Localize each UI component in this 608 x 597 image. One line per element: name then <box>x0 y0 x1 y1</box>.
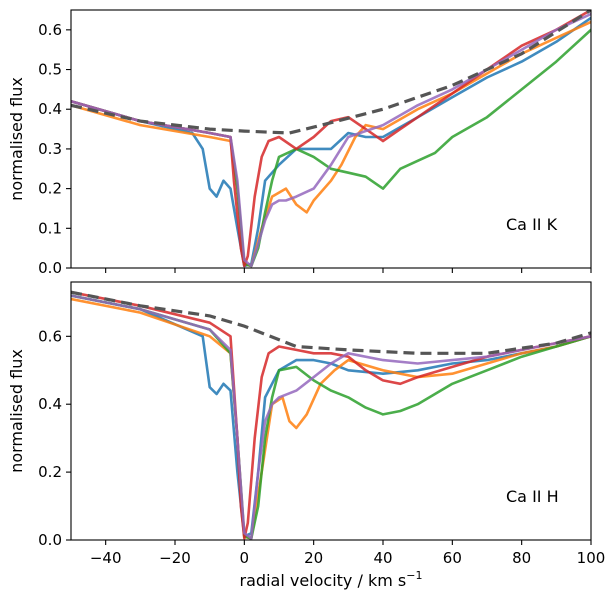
bottom-model-dashed-line <box>71 290 591 355</box>
bottom-ytick-label: 0.6 <box>38 327 62 345</box>
top-plot-area <box>71 10 591 268</box>
top-series-4-line <box>71 10 591 268</box>
bottom-ytick-label: 0.2 <box>38 463 62 481</box>
xlabel-text: radial velocity / km s <box>240 571 407 590</box>
bottom-panel: 0.0 0.2 0.4 0.6 −40 −20 0 20 40 60 80 100 normalised… <box>7 281 606 567</box>
top-ylabel: normalised flux <box>7 77 26 201</box>
xtick-label: 60 <box>443 549 462 567</box>
xlabel-superscript: −1 <box>406 569 422 582</box>
top-ytick-label: 0.5 <box>38 61 62 79</box>
bottom-ytick-label: 0.0 <box>38 531 62 549</box>
top-series-5-line <box>71 12 591 268</box>
xtick-label: 100 <box>577 549 606 567</box>
bottom-ytick-label: 0.4 <box>38 395 62 413</box>
top-ytick-label: 0.0 <box>38 259 62 277</box>
bottom-series-1-line <box>71 294 591 538</box>
top-axes-frame <box>70 9 592 269</box>
bottom-series-5-line <box>71 294 591 540</box>
top-ytick-label: 0.6 <box>38 21 62 39</box>
top-ytick-label: 0.3 <box>38 140 62 158</box>
top-panel: 0.0 0.1 0.2 0.3 0.4 0.5 0.6 normalised flux Ca I… <box>7 9 592 277</box>
bottom-ylabel: normalised flux <box>7 349 26 473</box>
bottom-line-annotation: Ca II H <box>506 487 559 506</box>
top-series-1-line <box>71 16 591 268</box>
xtick-label: 0 <box>240 549 250 567</box>
bottom-axes-frame <box>70 281 592 541</box>
bottom-plot-area <box>71 290 591 540</box>
xtick-label: 20 <box>304 549 323 567</box>
xtick-label: 40 <box>373 549 392 567</box>
top-ytick-label: 0.1 <box>38 219 62 237</box>
top-ytick-label: 0.4 <box>38 100 62 118</box>
top-line-annotation: Ca II K <box>506 215 558 234</box>
xlabel: radial velocity / km s−1 <box>240 569 423 590</box>
xtick-label: −40 <box>90 549 122 567</box>
xtick-label: 80 <box>512 549 531 567</box>
top-ytick-label: 0.2 <box>38 180 62 198</box>
xtick-label: −20 <box>159 549 191 567</box>
top-model-dashed-line <box>71 10 591 135</box>
